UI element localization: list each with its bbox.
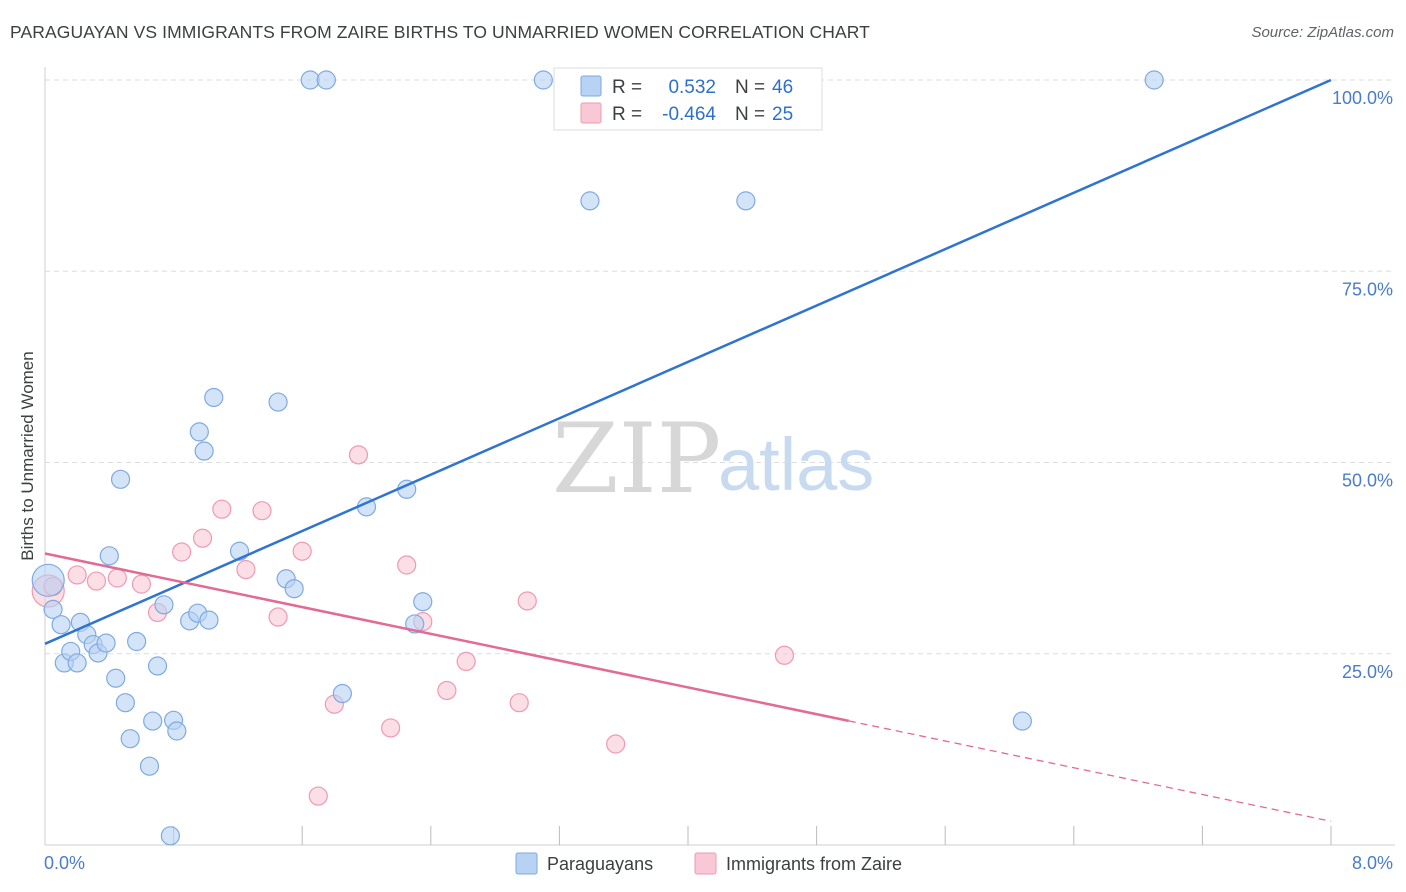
- paraguayans-point-36: [332, 683, 352, 704]
- paraguayans-point-28: [199, 610, 219, 630]
- zaire-point-21: [456, 651, 476, 672]
- grid-lines: [44, 67, 1395, 846]
- chart-title: PARAGUAYAN VS IMMIGRANTS FROM ZAIRE BIRT…: [10, 22, 870, 42]
- paraguayans-point-1: [43, 599, 63, 619]
- paraguayans-point-35: [316, 70, 336, 90]
- bottom-legend-label-paraguayans: Paraguayans: [547, 854, 653, 874]
- trend-line-paraguayans: [44, 78, 1332, 645]
- zaire-point-8: [192, 528, 213, 548]
- zaire-point-7: [172, 542, 192, 562]
- paraguayans-point-14: [115, 693, 135, 713]
- source-credit: Source: ZipAtlas.com: [1251, 24, 1394, 41]
- y-tick-label-75: 75.0%: [1342, 279, 1393, 299]
- series-paraguayans-points: [31, 70, 1164, 846]
- paraguayans-point-17: [139, 756, 160, 776]
- paraguayans-point-11: [99, 546, 119, 566]
- zaire-point-25: [774, 645, 795, 665]
- zaire-point-2: [67, 565, 87, 585]
- x-tick-label-min: 0.0%: [44, 853, 85, 873]
- bottom-legend-label-zaire: Immigrants from Zaire: [726, 854, 902, 874]
- legend-r-label-1: R =: [612, 77, 642, 98]
- bottom-legend-swatch-paraguayans: [515, 852, 538, 875]
- paraguayans-point-31: [268, 392, 288, 412]
- y-tick-label-100: 100.0%: [1332, 88, 1393, 108]
- paraguayans-point-5: [67, 653, 87, 673]
- paraguayans-point-41: [533, 70, 553, 90]
- zaire-point-4: [107, 568, 127, 588]
- paraguayans-point-42: [580, 191, 600, 211]
- paraguayans-point-2: [51, 615, 71, 635]
- trend-lines: [44, 78, 1332, 822]
- zaire-point-3: [86, 571, 107, 591]
- paraguayans-point-12: [106, 668, 126, 688]
- zaire-point-13: [292, 541, 312, 561]
- stats-legend: R = 0.532 N = 46 R = -0.464 N = 25: [553, 67, 823, 131]
- zaire-point-10: [236, 559, 256, 580]
- zaire-point-17: [381, 718, 401, 738]
- paraguayans-point-40: [413, 592, 433, 612]
- legend-n-value-1: 46: [772, 77, 793, 98]
- watermark-zip: ZIP: [552, 403, 721, 515]
- paraguayans-point-26: [189, 422, 209, 442]
- watermark-atlas: atlas: [718, 423, 874, 506]
- paraguayans-point-13: [110, 469, 131, 489]
- paraguayans-point-33: [284, 579, 304, 599]
- zaire-point-16: [348, 445, 369, 465]
- paraguayans-point-10: [96, 633, 116, 653]
- legend-swatch-zaire: [580, 102, 602, 124]
- paraguayans-point-29: [204, 387, 224, 408]
- trend-line-zaire-extension: [848, 720, 1332, 822]
- zaire-point-22: [509, 693, 529, 713]
- legend-r-value-1: 0.532: [668, 77, 716, 98]
- paraguayans-point-44: [1012, 711, 1032, 731]
- series-legend: Paraguayans Immigrants from Zaire: [515, 852, 902, 875]
- zaire-point-18: [397, 555, 417, 575]
- zaire-point-12: [268, 607, 288, 627]
- zaire-point-5: [131, 574, 152, 594]
- legend-n-label-1: N =: [735, 77, 765, 98]
- y-tick-label-50: 50.0%: [1342, 471, 1393, 491]
- zaire-point-9: [212, 499, 232, 519]
- zaire-point-24: [606, 734, 626, 754]
- paraguayans-point-0: [31, 563, 65, 597]
- paraguayans-point-23: [167, 721, 187, 741]
- zaire-point-23: [517, 591, 537, 611]
- paraguayans-point-20: [154, 595, 174, 615]
- paraguayans-point-34: [300, 70, 320, 90]
- zaire-point-20: [437, 680, 457, 701]
- paraguayans-point-21: [160, 826, 180, 846]
- paraguayans-point-18: [143, 711, 163, 731]
- x-tick-label-max: 8.0%: [1352, 853, 1393, 873]
- trend-line-zaire: [44, 552, 850, 723]
- y-tick-label-25: 25.0%: [1342, 662, 1393, 682]
- legend-n-value-2: 25: [772, 104, 793, 125]
- y-axis-label: Births to Unmarried Women: [18, 351, 37, 560]
- paraguayans-point-19: [147, 656, 168, 676]
- y-axis-tick-labels: 25.0% 50.0% 75.0% 100.0%: [1332, 88, 1393, 682]
- paraguayans-point-43: [736, 191, 756, 211]
- paraguayans-point-15: [120, 729, 140, 749]
- paraguayans-point-27: [194, 441, 214, 461]
- bottom-legend-swatch-zaire: [694, 852, 717, 875]
- paraguayans-point-45: [1144, 70, 1164, 90]
- x-axis-ticks: [173, 826, 1332, 845]
- legend-swatch-paraguayans: [580, 75, 602, 97]
- legend-n-label-2: N =: [735, 104, 765, 125]
- legend-r-label-2: R =: [612, 104, 642, 125]
- zaire-point-14: [308, 786, 328, 806]
- zaire-point-11: [252, 501, 272, 521]
- legend-r-value-2: -0.464: [662, 104, 716, 125]
- paraguayans-point-16: [127, 631, 147, 652]
